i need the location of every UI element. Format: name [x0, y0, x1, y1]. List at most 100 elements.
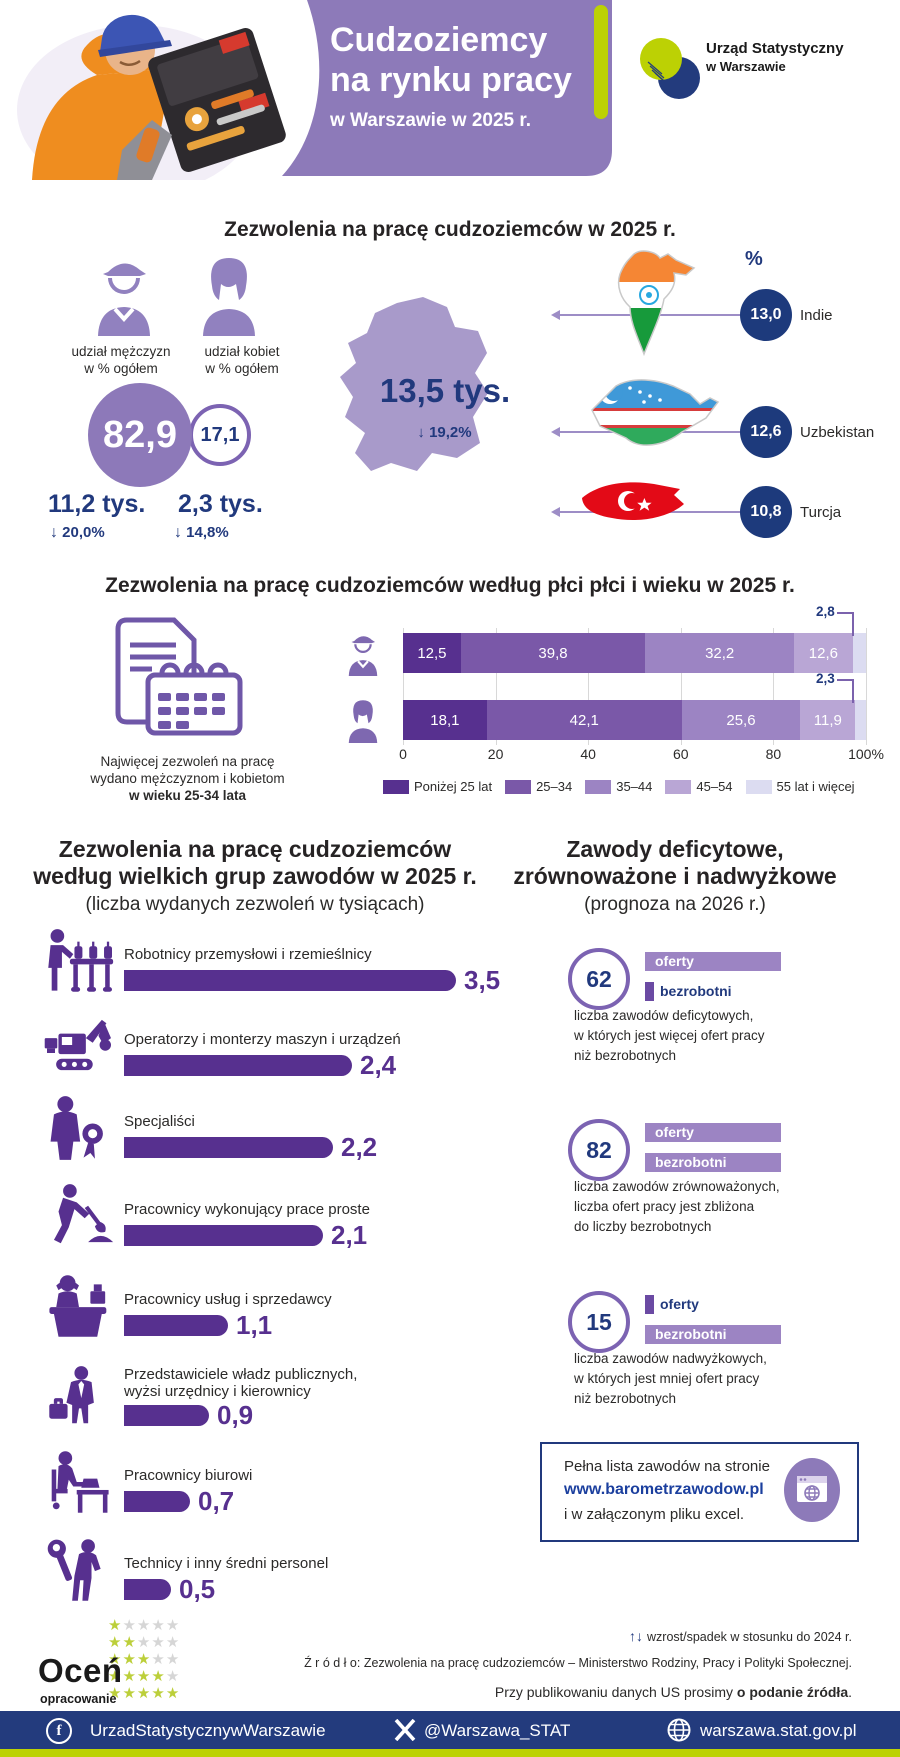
deficit-offers-bar: oferty	[645, 952, 875, 971]
uzbekistan-map-flag	[591, 379, 720, 446]
age-note-line2: wydano mężczyznom i kobietom	[90, 771, 285, 786]
star-icon[interactable]: ★	[136, 1617, 152, 1634]
occupation-bar	[124, 1491, 190, 1512]
callout-connector	[836, 679, 854, 703]
occupation-label: Robotnicy przemysłowi i rzemieślnicy	[124, 946, 372, 963]
star-icon[interactable]: ★	[122, 1634, 137, 1651]
percent-header: %	[745, 248, 763, 270]
green-footer-strip	[0, 1749, 900, 1757]
star-icon[interactable]: ★	[151, 1634, 166, 1651]
age-chart-legend: Poniżej 25 lat 25–34 35–44 45–54 55 lat i wi…	[383, 779, 855, 794]
bar	[645, 982, 654, 1001]
down-arrow-icon: ↓	[417, 424, 425, 441]
occupation-value: 2,2	[341, 1132, 378, 1162]
star-row[interactable]: ★★★★★	[108, 1685, 180, 1702]
surplus-description: liczba zawodów nadwyżkowych, w których j…	[574, 1351, 767, 1406]
legend-swatch	[745, 779, 772, 794]
down-arrow-icon: ↓	[174, 524, 182, 541]
official-icon	[49, 1366, 94, 1424]
facebook-handle[interactable]: UrzadStatystycznywWarszawie	[90, 1721, 326, 1740]
x-icon[interactable]	[394, 1719, 416, 1741]
logo-city: w Warszawie	[706, 59, 786, 74]
star-icon[interactable]: ★	[165, 1668, 181, 1685]
star-icon[interactable]: ★	[108, 1617, 123, 1634]
info-box-line1: Pełna lista zawodów na stronie	[564, 1458, 770, 1475]
axis-tick: 20	[487, 746, 504, 762]
star-icon[interactable]: ★	[136, 1651, 152, 1668]
age-segment: 11,9	[800, 700, 856, 740]
gridline	[680, 628, 682, 745]
star-icon[interactable]: ★	[151, 1668, 166, 1685]
star-icon[interactable]: ★	[122, 1617, 137, 1634]
x-handle[interactable]: @Warszawa_STAT	[424, 1721, 571, 1740]
header-subtitle: w Warszawie w 2025 r.	[330, 110, 532, 131]
source-note: Ź r ó d ł o: Zezwolenia na pracę cudzozi…	[304, 1656, 852, 1670]
barometr-link[interactable]: www.barometrzawodow.pl	[564, 1481, 764, 1498]
rating-stars[interactable]: ★★★★★ ★★★★★ ★★★★★ ★★★★★ ★★★★★	[108, 1617, 180, 1702]
star-icon[interactable]: ★	[136, 1634, 152, 1651]
star-icon[interactable]: ★	[165, 1617, 181, 1634]
info-box-line2: i w załączonym pliku excel.	[564, 1506, 745, 1523]
india-value-circle: 13,0	[740, 289, 792, 341]
gridline	[403, 628, 404, 745]
star-row[interactable]: ★★★★★	[108, 1634, 180, 1651]
specialist-icon	[50, 1096, 103, 1160]
header-title-line2: na rynku pracy	[330, 61, 572, 99]
star-icon[interactable]: ★	[122, 1685, 137, 1702]
star-row[interactable]: ★★★★★	[108, 1617, 180, 1634]
axis-tick: 100%	[848, 746, 884, 762]
star-icon[interactable]: ★	[165, 1685, 181, 1702]
occupation-label: Pracownicy wykonujący prace proste	[124, 1201, 370, 1218]
star-icon[interactable]: ★	[151, 1617, 166, 1634]
deficit-count-circle: 62	[568, 948, 630, 1010]
star-row[interactable]: ★★★★★	[108, 1668, 180, 1685]
man-icon-small	[348, 636, 378, 676]
women-change: ↓ 14,8%	[174, 524, 229, 541]
uzbekistan-value-circle: 12,6	[740, 406, 792, 458]
star-icon[interactable]: ★	[151, 1651, 166, 1668]
change-legend: ↑↓ wzrost/spadek w stosunku do 2024 r.	[629, 1628, 852, 1644]
star-icon[interactable]: ★	[136, 1685, 152, 1702]
star-icon[interactable]: ★	[108, 1651, 123, 1668]
star-icon[interactable]: ★	[122, 1668, 137, 1685]
rate-title: Oceń	[38, 1652, 123, 1689]
star-icon[interactable]: ★	[122, 1651, 137, 1668]
women-count: 2,3 tys.	[178, 490, 263, 518]
globe-icon[interactable]	[666, 1717, 692, 1743]
bar	[645, 1295, 654, 1314]
age-segment	[852, 633, 866, 673]
star-icon[interactable]: ★	[151, 1685, 166, 1702]
total-permits-value: 13,5 tys.	[379, 372, 511, 409]
rate-subtitle: opracowanie	[40, 1692, 117, 1706]
document-calendar-icon	[115, 617, 243, 736]
worker-photo-illustration	[17, 14, 286, 180]
turkey-label: Turcja	[800, 504, 842, 521]
legend-item: 55 lat i więcej	[745, 779, 855, 794]
star-icon[interactable]: ★	[108, 1685, 123, 1702]
green-accent-bar	[594, 5, 608, 119]
star-icon[interactable]: ★	[165, 1651, 181, 1668]
occupation-label: Pracownicy biurowi	[124, 1467, 253, 1484]
occupation-bar	[124, 970, 456, 991]
star-icon[interactable]: ★	[136, 1668, 152, 1685]
uzbekistan-label: Uzbekistan	[800, 424, 875, 441]
simple-work-icon	[53, 1184, 114, 1244]
star-row[interactable]: ★★★★★	[108, 1651, 180, 1668]
forecast-subtitle: (prognoza na 2026 r.)	[584, 894, 766, 915]
bar	[645, 952, 781, 971]
occupation-bar	[124, 1225, 323, 1246]
axis-tick: 80	[765, 746, 782, 762]
star-icon[interactable]: ★	[108, 1634, 123, 1651]
bar	[645, 1123, 781, 1142]
website-link[interactable]: warszawa.stat.gov.pl	[700, 1721, 857, 1740]
age-chart: 12,5 39,8 32,2 12,6 18,1 42,1 25,6 11,9 0 20 40 6…	[399, 628, 884, 763]
balanced-unemployed-bar: bezrobotni	[645, 1153, 875, 1172]
star-icon[interactable]: ★	[108, 1668, 123, 1685]
occupation-bar	[124, 1315, 228, 1336]
star-icon[interactable]: ★	[165, 1634, 181, 1651]
website-icon	[784, 1458, 840, 1522]
facebook-icon[interactable]: f	[46, 1718, 72, 1744]
women-55plus-value: 2,3	[816, 671, 835, 686]
men-count: 11,2 tys.	[48, 490, 146, 518]
